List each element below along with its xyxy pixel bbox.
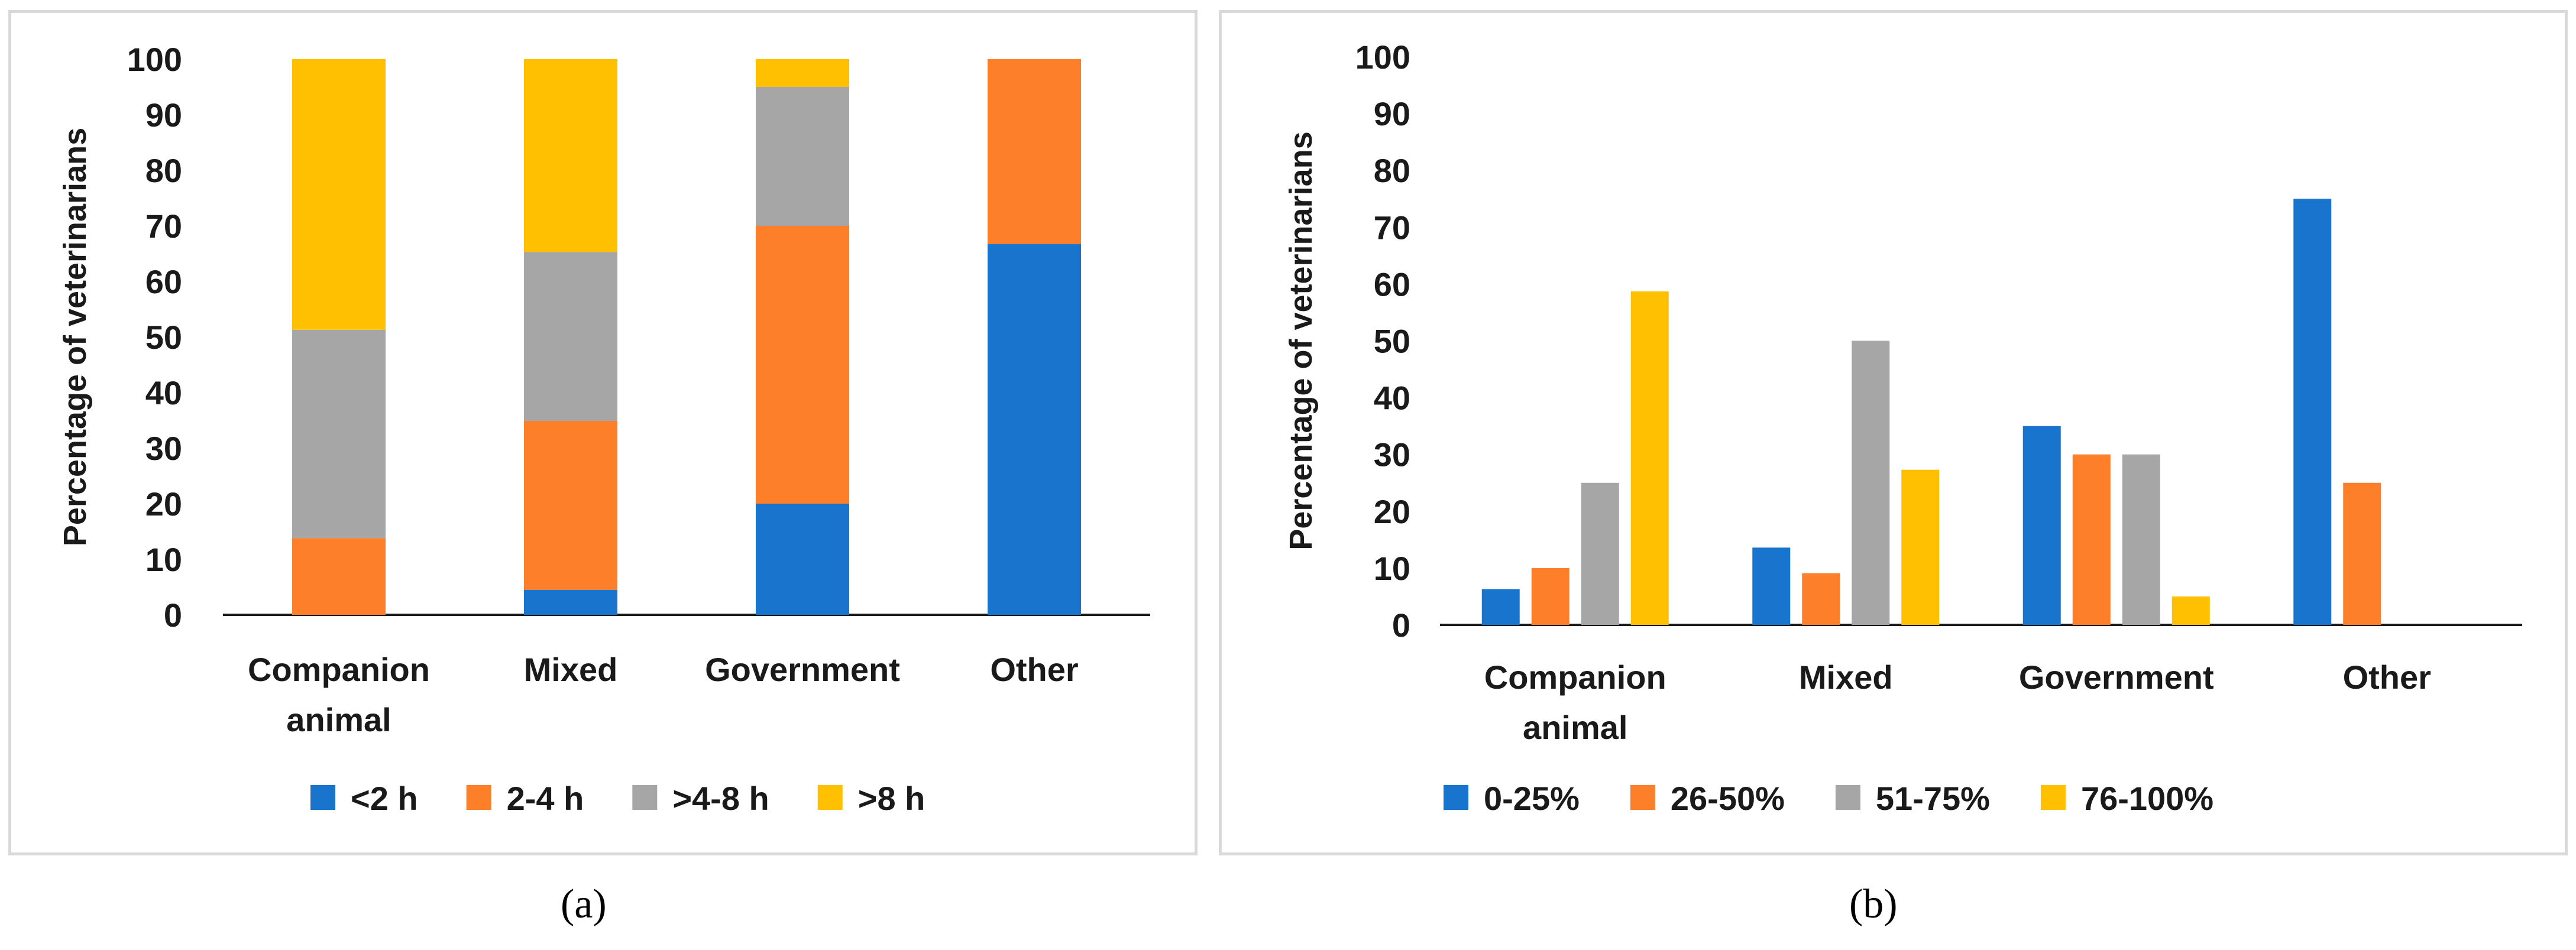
legend-label-2-h: <2 h — [351, 780, 418, 817]
legend-label-51-75: 51-75% — [1876, 780, 1990, 817]
x-category-label: Government — [705, 651, 900, 688]
bar-4-8-h-government — [756, 87, 849, 226]
y-tick-label: 20 — [1374, 493, 1410, 530]
legend-swatch-2-h — [310, 785, 335, 810]
bar-51-75-mixed — [1852, 341, 1890, 625]
legend-swatch-8-h — [817, 785, 843, 810]
chart-panel-b — [1219, 10, 2568, 855]
y-axis-title: Percentage of veterinarians — [57, 128, 93, 546]
y-tick-label: 70 — [145, 207, 182, 245]
y-tick-label: 0 — [1392, 607, 1410, 644]
bar-2-h-government — [756, 504, 849, 615]
bar-0-25-other — [2293, 199, 2332, 625]
y-tick-label: 50 — [145, 319, 182, 356]
y-tick-label: 10 — [145, 541, 182, 578]
x-category-label: Mixed — [524, 651, 618, 688]
bar-8-h-companion — [292, 59, 386, 330]
y-tick-label: 0 — [164, 596, 182, 634]
y-tick-label: 60 — [145, 263, 182, 300]
bar-0-25-companion — [1481, 589, 1520, 625]
bar-2-h-mixed — [524, 589, 617, 615]
bar-26-50-government — [2072, 454, 2111, 625]
x-category-label: Government — [2019, 659, 2214, 696]
bar-2-h-other — [988, 244, 1081, 615]
x-category-label: Companion — [248, 651, 430, 688]
y-tick-label: 30 — [1374, 436, 1410, 474]
legend-swatch-0-25 — [1444, 785, 1468, 810]
bar-8-h-government — [756, 59, 849, 87]
bar-2-4-h-companion — [292, 538, 386, 615]
y-tick-label: 80 — [1374, 152, 1410, 189]
y-tick-label: 80 — [145, 152, 182, 189]
bar-0-25-mixed — [1752, 547, 1791, 625]
x-category-label: animal — [1523, 709, 1627, 746]
bar-76-100-government — [2172, 596, 2210, 625]
legend-label-2-4-h: 2-4 h — [507, 780, 584, 817]
bar-26-50-companion — [1531, 568, 1569, 625]
caption-a: (a) — [561, 881, 607, 927]
bar-2-4-h-government — [756, 226, 849, 504]
legend-label-0-25: 0-25% — [1484, 780, 1580, 817]
y-tick-label: 60 — [1374, 265, 1410, 303]
legend-swatch-4-8-h — [632, 785, 658, 810]
bar-51-75-companion — [1581, 482, 1619, 625]
y-tick-label: 10 — [1374, 550, 1410, 587]
caption-b: (b) — [1849, 881, 1898, 927]
bar-26-50-other — [2343, 482, 2381, 625]
legend-label-4-8-h: >4-8 h — [672, 780, 769, 817]
legend-label-8-h: >8 h — [858, 780, 925, 817]
legend-label-26-50: 26-50% — [1671, 780, 1785, 817]
x-category-label: Companion — [1484, 659, 1666, 696]
y-tick-label: 70 — [1374, 209, 1410, 246]
x-category-label: animal — [286, 701, 391, 738]
y-tick-label: 90 — [145, 96, 182, 134]
bar-8-h-mixed — [524, 59, 617, 252]
y-tick-label: 30 — [145, 430, 182, 467]
legend-label-76-100: 76-100% — [2081, 780, 2213, 817]
y-tick-label: 100 — [1355, 38, 1410, 76]
bar-76-100-mixed — [1901, 469, 1940, 625]
y-tick-label: 90 — [1374, 95, 1410, 132]
x-category-label: Mixed — [1799, 659, 1893, 696]
bar-26-50-mixed — [1802, 573, 1840, 625]
bar-4-8-h-mixed — [524, 252, 617, 421]
y-tick-label: 40 — [145, 374, 182, 411]
y-axis-title: Percentage of veterinarians — [1283, 131, 1319, 550]
legend-swatch-2-4-h — [466, 785, 491, 810]
x-category-label: Other — [2343, 659, 2431, 696]
bar-2-4-h-mixed — [524, 420, 617, 590]
legend-swatch-76-100 — [2040, 785, 2066, 810]
bar-2-4-h-other — [988, 59, 1081, 245]
bar-4-8-h-companion — [292, 329, 386, 539]
y-tick-label: 20 — [145, 485, 182, 523]
bar-76-100-companion — [1630, 291, 1669, 625]
legend-swatch-51-75 — [1835, 785, 1860, 810]
bar-0-25-government — [2022, 426, 2061, 625]
y-tick-label: 50 — [1374, 323, 1410, 360]
y-tick-label: 40 — [1374, 380, 1410, 417]
y-tick-label: 100 — [127, 41, 182, 78]
x-category-label: Other — [990, 651, 1078, 688]
legend-swatch-26-50 — [1630, 785, 1655, 810]
bar-51-75-government — [2122, 454, 2160, 625]
